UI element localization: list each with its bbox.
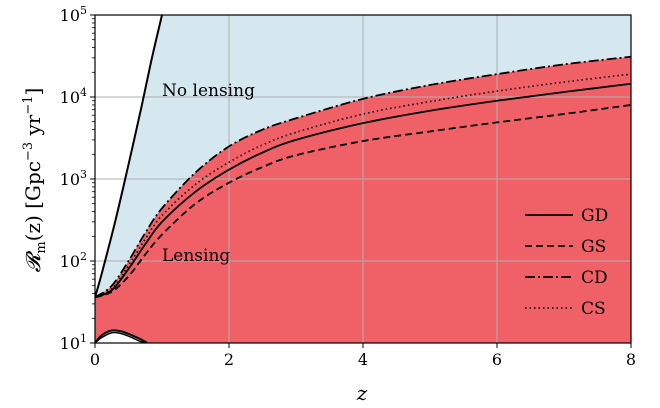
y-axis-yr: yr (21, 114, 45, 142)
y-axis-subscript: m (34, 241, 49, 253)
x-axis-title: z (356, 381, 368, 405)
inner-loop-line (95, 329, 148, 343)
series-line-cs (95, 73, 631, 299)
y-tick-exponent: 4 (80, 86, 87, 99)
y-tick-exponent: 1 (80, 332, 87, 345)
legend: GD GS CD CS (525, 206, 608, 319)
y-tick-base: 10 (60, 170, 80, 189)
y-tick-base: 10 (60, 334, 80, 353)
legend-label-gs: GS (581, 237, 606, 257)
series-lines (95, 55, 631, 343)
series-line-gs (95, 104, 631, 299)
grid (95, 15, 631, 343)
x-tick-label: 8 (626, 350, 636, 369)
y-tick-base: 10 (60, 88, 80, 107)
y-tick-label: 101 (60, 332, 87, 353)
y-tick-exponent: 2 (80, 250, 87, 263)
y-tick-exponent: 3 (80, 168, 87, 181)
y-axis-exp2: −1 (21, 95, 36, 114)
x-tick-label: 6 (492, 350, 502, 369)
steep-boundary-line (95, 15, 163, 298)
x-tick-label: 4 (358, 350, 368, 369)
y-tick-label: 105 (60, 4, 87, 25)
series-line-gd (95, 82, 631, 299)
legend-label-cs: CS (581, 299, 606, 319)
y-axis-symbol: 𝓡 (21, 250, 45, 272)
legend-label-gd: GD (581, 206, 608, 226)
y-tick-base: 10 (60, 252, 80, 271)
y-axis-title: 𝓡m(z) [Gpc−3 yr−1] (21, 88, 49, 273)
y-tick-label: 104 (60, 86, 87, 107)
x-tick-label: 2 (224, 350, 234, 369)
series-line-cd (95, 55, 631, 299)
y-tick-base: 10 (60, 6, 80, 25)
y-tick-label: 102 (60, 250, 87, 271)
y-axis-exp1: −3 (21, 142, 36, 161)
legend-label-cd: CD (581, 268, 608, 288)
y-tick-label: 103 (60, 168, 87, 189)
no-lensing-label: No lensing (162, 81, 255, 101)
y-axis-unit: (z) [Gpc (21, 161, 45, 241)
inner-loop-line-secondary (95, 331, 148, 343)
y-tick-exponent: 5 (80, 4, 87, 17)
lensing-label: Lensing (162, 246, 230, 266)
y-axis-close: ] (21, 88, 45, 96)
x-tick-label: 0 (90, 350, 100, 369)
